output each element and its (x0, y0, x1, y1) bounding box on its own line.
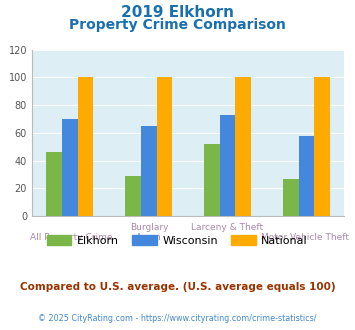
Bar (299, 136, 315, 216)
Bar (125, 176, 141, 216)
Bar (235, 77, 251, 216)
Text: Burglary: Burglary (130, 223, 168, 232)
Text: Motor Vehicle Theft: Motor Vehicle Theft (261, 233, 349, 242)
Bar (46, 152, 62, 216)
Text: Property Crime Comparison: Property Crime Comparison (69, 18, 286, 32)
Bar (283, 179, 299, 216)
Bar (315, 77, 330, 216)
Text: 2019 Elkhorn: 2019 Elkhorn (121, 5, 234, 20)
Text: Arson: Arson (136, 233, 162, 242)
Text: © 2025 CityRating.com - https://www.cityrating.com/crime-statistics/: © 2025 CityRating.com - https://www.city… (38, 314, 317, 323)
Text: Compared to U.S. average. (U.S. average equals 100): Compared to U.S. average. (U.S. average … (20, 282, 335, 292)
Bar (78, 77, 93, 216)
Bar (62, 119, 78, 216)
Text: All Property Crime: All Property Crime (30, 233, 112, 242)
Text: Larceny & Theft: Larceny & Theft (191, 223, 263, 232)
Bar (204, 144, 220, 216)
Bar (141, 126, 157, 216)
Legend: Elkhorn, Wisconsin, National: Elkhorn, Wisconsin, National (43, 231, 312, 250)
Bar (157, 77, 173, 216)
Bar (220, 115, 235, 216)
